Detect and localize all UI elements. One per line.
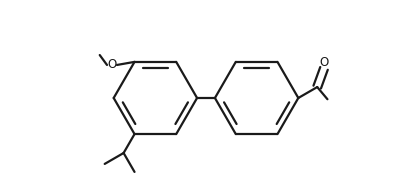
Text: O: O <box>319 56 329 69</box>
Text: O: O <box>108 59 117 71</box>
